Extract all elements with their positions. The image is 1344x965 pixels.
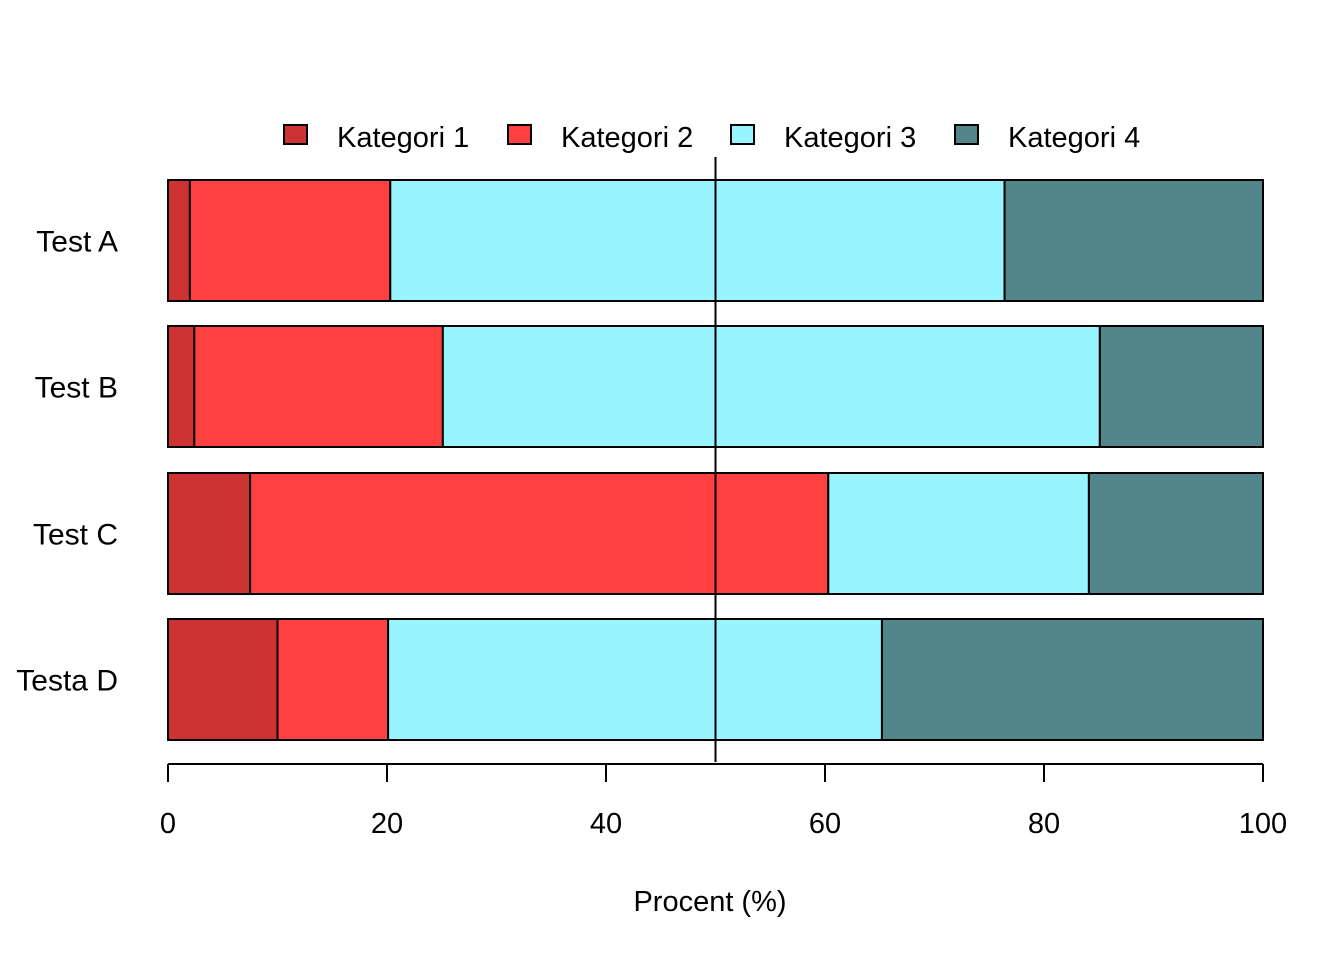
bar-segment-2-3 xyxy=(441,325,1101,448)
x-tick-label: 100 xyxy=(1239,808,1287,840)
category-label: Test C xyxy=(33,519,118,552)
x-axis-title: Procent (%) xyxy=(633,886,786,918)
bars xyxy=(167,179,1265,741)
category-label: Test B xyxy=(35,372,118,405)
category-labels: Test A Test B Test C Testa D xyxy=(16,226,118,698)
bar-segment-3-3 xyxy=(827,472,1090,595)
bar-segment-1-2 xyxy=(188,179,392,302)
x-tick-label: 60 xyxy=(809,808,841,840)
legend-swatch xyxy=(954,124,979,145)
bar-segment-3-1 xyxy=(167,472,252,595)
x-tick-label: 20 xyxy=(371,808,403,840)
bar-segment-4-3 xyxy=(387,618,883,741)
bar-segment-3-2 xyxy=(249,472,830,595)
category-label: Testa D xyxy=(16,665,118,698)
bar-segment-4-4 xyxy=(880,618,1264,741)
bar-segment-3-4 xyxy=(1087,472,1265,595)
x-tick-label: 80 xyxy=(1028,808,1060,840)
legend-label: Kategori 2 xyxy=(561,122,693,154)
legend-label: Kategori 3 xyxy=(784,122,916,154)
x-tick-label: 40 xyxy=(590,808,622,840)
category-label: Test A xyxy=(36,226,118,259)
bar-segment-1-3 xyxy=(389,179,1006,302)
bar-segment-1-1 xyxy=(167,179,191,302)
x-tick-label: 0 xyxy=(160,808,176,840)
bar-segment-4-1 xyxy=(167,618,279,741)
legend-swatch xyxy=(730,124,755,145)
x-axis: 0 20 40 60 80 100 xyxy=(160,763,1287,840)
bar-segment-4-2 xyxy=(276,618,390,741)
legend: Kategori 1 Kategori 2 Kategori 3 Kategori 4 xyxy=(283,122,1140,154)
bar-segment-2-1 xyxy=(167,325,196,448)
bar-segment-2-2 xyxy=(193,325,444,448)
legend-swatch xyxy=(507,124,532,145)
legend-swatch xyxy=(283,124,308,145)
bar-segment-2-4 xyxy=(1098,325,1264,448)
legend-label: Kategori 1 xyxy=(337,122,469,154)
legend-label: Kategori 4 xyxy=(1008,122,1140,154)
bar-segment-1-4 xyxy=(1003,179,1265,302)
